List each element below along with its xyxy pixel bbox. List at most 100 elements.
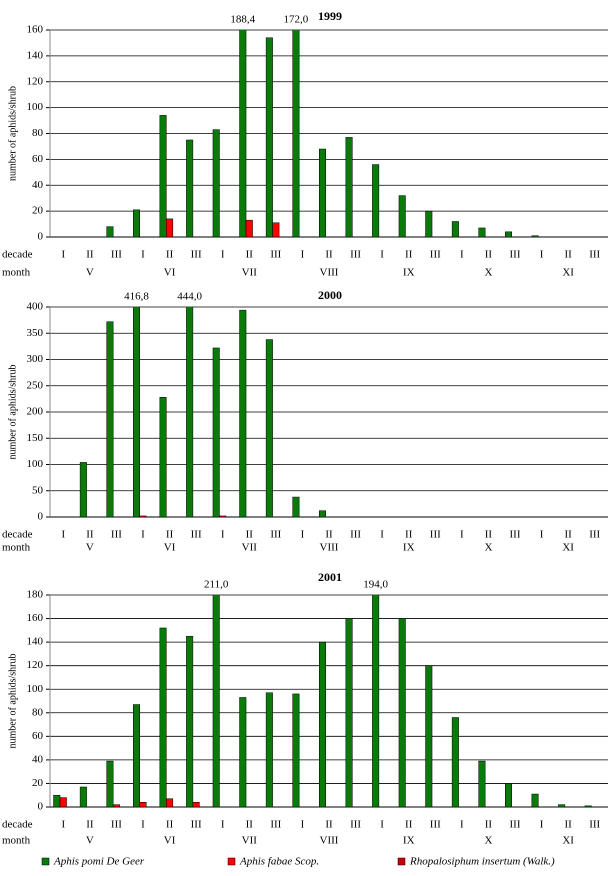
bar <box>451 717 459 807</box>
bar <box>265 339 273 517</box>
bar <box>79 462 87 517</box>
y-tick-label: 160 <box>27 612 44 624</box>
y-tick-label: 40 <box>32 179 44 191</box>
x-tick-label: I <box>61 249 65 261</box>
x-tick-label: I <box>540 529 544 541</box>
month-label: IX <box>403 835 415 847</box>
x-tick-label: I <box>61 819 65 831</box>
x-tick-label: I <box>460 529 464 541</box>
bar <box>425 210 433 237</box>
x-tick-label: III <box>510 249 521 261</box>
y-tick-label: 160 <box>27 24 44 36</box>
x-tick-label: II <box>166 529 174 541</box>
x-tick-label: I <box>460 249 464 261</box>
x-tick-label: II <box>405 819 413 831</box>
x-tick-label: II <box>564 819 572 831</box>
y-tick-label: 120 <box>27 659 44 671</box>
data-label: 188,4 <box>230 14 255 26</box>
bar <box>139 515 147 517</box>
x-tick-label: III <box>191 529 202 541</box>
month-label: X <box>484 542 492 554</box>
month-label: IX <box>403 542 415 554</box>
bar <box>106 321 114 517</box>
x-tick-label: I <box>380 529 384 541</box>
data-label: 444,0 <box>177 291 202 303</box>
bar <box>319 148 326 237</box>
x-tick-label: II <box>86 819 94 831</box>
x-tick-label: II <box>485 819 493 831</box>
month-label: IX <box>403 267 415 279</box>
chart-title: 1999 <box>318 9 342 23</box>
x-tick-label: III <box>350 529 361 541</box>
y-tick-label: 0 <box>38 511 44 523</box>
bar <box>186 139 194 237</box>
x-tick-label: III <box>191 249 202 261</box>
bar <box>345 618 353 807</box>
x-tick-label: II <box>325 249 333 261</box>
bar <box>159 397 167 517</box>
y-tick-label: 140 <box>27 49 44 61</box>
legend-swatch <box>397 857 406 866</box>
x-tick-label: II <box>564 529 572 541</box>
bar <box>133 209 140 237</box>
data-label: 416,8 <box>124 291 149 303</box>
y-tick-label: 20 <box>32 205 44 217</box>
month-label: V <box>86 835 94 847</box>
bar <box>505 783 512 807</box>
x-tick-label: III <box>270 819 281 831</box>
x-tick-label: III <box>350 819 361 831</box>
data-label: 172,0 <box>284 14 309 26</box>
y-tick-label: 0 <box>38 231 44 243</box>
bar <box>272 222 280 237</box>
x-tick-label: I <box>460 819 464 831</box>
row-label: decade <box>2 819 33 831</box>
bar <box>112 804 120 807</box>
bar <box>531 235 539 237</box>
bar <box>265 37 273 237</box>
month-label: VI <box>164 267 176 279</box>
x-tick-label: III <box>430 819 441 831</box>
bar <box>345 137 353 237</box>
month-label: VIII <box>320 542 339 554</box>
bar <box>319 641 326 807</box>
y-tick-label: 140 <box>27 636 44 648</box>
x-tick-label: II <box>325 529 333 541</box>
month-label: XI <box>562 835 574 847</box>
bar <box>558 804 566 807</box>
month-label: X <box>484 267 492 279</box>
y-tick-label: 80 <box>32 706 44 718</box>
legend-label: Aphis fabae Scop. <box>239 856 319 868</box>
x-tick-label: I <box>540 249 544 261</box>
bar <box>192 802 200 807</box>
bar <box>159 627 167 807</box>
month-label: VIII <box>320 267 339 279</box>
bar <box>139 802 147 807</box>
x-tick-label: II <box>485 249 493 261</box>
bar <box>239 697 247 807</box>
bar <box>292 496 300 517</box>
y-tick-label: 0 <box>38 801 44 813</box>
chart-title: 2001 <box>318 570 342 584</box>
bar <box>292 693 300 807</box>
x-tick-label: II <box>325 819 333 831</box>
x-tick-label: III <box>589 819 600 831</box>
chart-title: 2000 <box>318 288 342 302</box>
x-tick-label: I <box>380 249 384 261</box>
bar <box>212 347 220 517</box>
bar <box>133 704 140 807</box>
x-tick-label: III <box>510 819 521 831</box>
bar <box>505 231 512 237</box>
bar <box>531 793 539 807</box>
bar <box>219 515 227 517</box>
bar <box>398 618 406 807</box>
y-tick-label: 60 <box>32 153 44 165</box>
row-label: month <box>2 267 31 279</box>
x-tick-label: I <box>221 819 225 831</box>
x-tick-label: I <box>141 249 145 261</box>
month-label: V <box>86 542 94 554</box>
row-label: month <box>2 835 31 847</box>
bar <box>239 30 247 237</box>
y-tick-label: 100 <box>27 458 44 470</box>
x-tick-label: III <box>589 249 600 261</box>
bar <box>372 164 380 237</box>
